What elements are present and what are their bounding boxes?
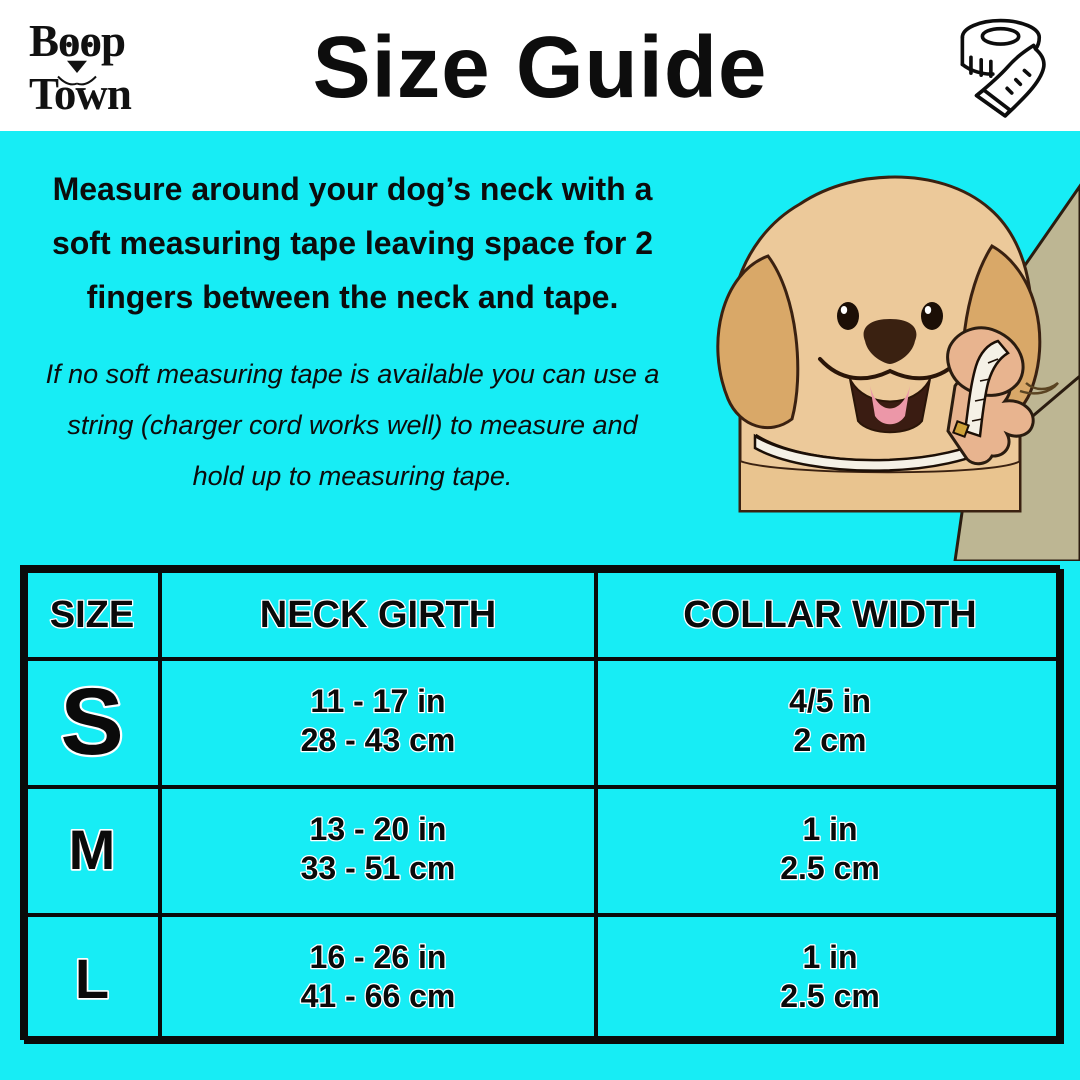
svg-text:COLLAR WIDTH: COLLAR WIDTH xyxy=(683,594,976,636)
svg-text:2.5 cm: 2.5 cm xyxy=(780,850,880,886)
svg-text:1 in: 1 in xyxy=(802,939,857,975)
svg-text:NECK GIRTH: NECK GIRTH xyxy=(260,594,496,636)
svg-text:41 - 66 cm: 41 - 66 cm xyxy=(301,978,456,1014)
svg-text:33 - 51 cm: 33 - 51 cm xyxy=(301,850,456,886)
svg-text:2.5 cm: 2.5 cm xyxy=(780,978,880,1014)
svg-text:11 - 17 in: 11 - 17 in xyxy=(310,683,445,719)
svg-text:2 cm: 2 cm xyxy=(794,722,867,758)
svg-text:13 - 20 in: 13 - 20 in xyxy=(310,811,447,847)
svg-text:4/5 in: 4/5 in xyxy=(789,683,871,719)
svg-text:28 - 43 cm: 28 - 43 cm xyxy=(301,722,456,758)
svg-text:1 in: 1 in xyxy=(802,811,857,847)
svg-text:16 - 26 in: 16 - 26 in xyxy=(310,939,447,975)
svg-text:S: S xyxy=(60,669,123,775)
svg-text:M: M xyxy=(69,818,116,881)
svg-text:SIZE: SIZE xyxy=(50,594,134,636)
svg-text:L: L xyxy=(75,947,109,1010)
